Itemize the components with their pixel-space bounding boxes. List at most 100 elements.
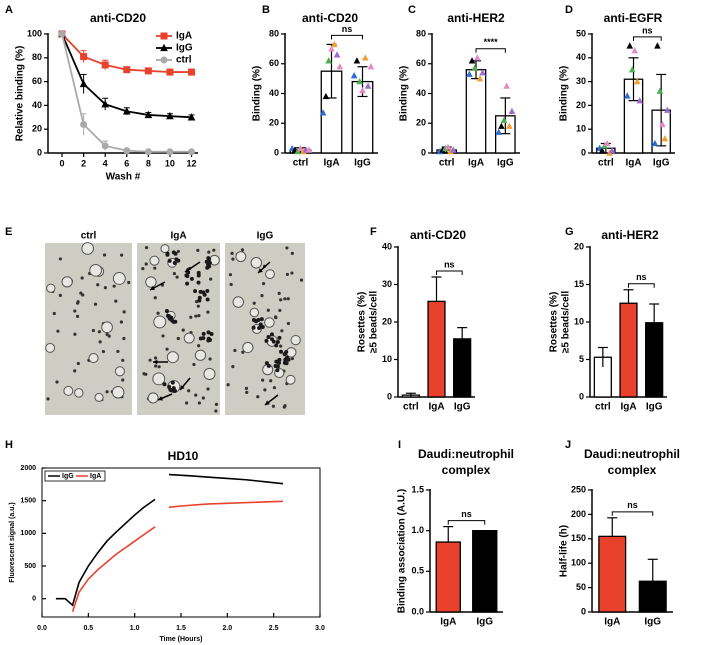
bead: [194, 314, 198, 318]
bar: [472, 530, 498, 613]
marker: [144, 148, 152, 156]
bead: [75, 314, 80, 318]
bead: [105, 390, 109, 394]
marker: [500, 116, 508, 123]
chart-title: HD10: [168, 449, 199, 463]
marker: [160, 32, 168, 40]
error-bar: [457, 327, 468, 339]
marker: [80, 53, 88, 61]
rosette-bead: [167, 258, 172, 263]
panel-letter: J: [565, 439, 571, 451]
marker: [333, 51, 341, 58]
bead: [231, 257, 235, 261]
marker: [628, 66, 636, 73]
x-tick-label: ctrl: [595, 402, 611, 413]
x-tick-label: ctrl: [403, 402, 419, 413]
cell: [149, 255, 160, 266]
arrow-head: [265, 400, 270, 405]
bead: [157, 365, 161, 369]
rosette-bead: [170, 380, 175, 385]
cell: [89, 263, 102, 277]
x-axis-label: Time (Hours): [159, 636, 202, 643]
rosette-bead: [205, 265, 210, 270]
error-bar: [597, 346, 608, 367]
marker: [603, 139, 611, 147]
bead: [153, 296, 157, 300]
marker: [123, 147, 131, 155]
marker: [364, 82, 372, 89]
y-tick-label: 0: [579, 391, 584, 401]
rosette-bead: [196, 280, 201, 285]
rosette-bead: [277, 357, 282, 362]
arrow-head: [185, 267, 190, 272]
bead: [208, 357, 212, 361]
bead: [283, 297, 287, 301]
marker: [476, 75, 484, 82]
rosette-bead: [197, 298, 202, 303]
bead: [153, 266, 157, 270]
bead: [101, 349, 106, 354]
y-tick-label: 40: [382, 241, 392, 251]
bead: [260, 294, 264, 298]
rosette-bead: [256, 318, 261, 323]
cell: [46, 283, 56, 293]
legend-label: IgA: [90, 473, 101, 480]
bead: [46, 397, 50, 401]
bead: [269, 379, 273, 383]
marker: [636, 97, 644, 104]
chart-title: complex: [442, 463, 491, 477]
y-tick-label: 60: [269, 58, 279, 68]
bead: [261, 282, 266, 286]
bead: [172, 271, 176, 276]
bead: [299, 278, 304, 282]
marker: [305, 146, 313, 153]
bead: [209, 277, 213, 281]
y-tick-label: 200: [571, 509, 586, 519]
rosette-bead: [201, 331, 206, 336]
cell: [112, 272, 126, 285]
rosette-bead: [174, 257, 179, 262]
bead: [156, 311, 160, 315]
significance-label: ns: [461, 509, 472, 519]
x-tick-label: 1.0: [130, 625, 140, 632]
bead: [240, 248, 245, 252]
rosette-bead: [168, 387, 173, 392]
marker: [444, 143, 452, 150]
cell: [265, 269, 275, 280]
marker: [651, 139, 659, 147]
bead: [252, 301, 256, 305]
rosette-bead: [173, 319, 178, 324]
error-bar: [443, 525, 454, 543]
rosette-bead: [205, 288, 210, 293]
y-axis-label: Rosettes (%): [357, 292, 368, 353]
x-tick-label: IgG: [454, 402, 471, 413]
y-tick-label: 80: [269, 28, 279, 38]
bead: [279, 298, 283, 302]
rosette-bead: [166, 313, 171, 318]
bead: [93, 302, 98, 306]
bead: [214, 409, 218, 413]
series-line: [61, 33, 192, 153]
marker: [58, 30, 66, 38]
marker: [353, 57, 361, 64]
rosette-bead: [162, 382, 167, 387]
image-label: IgG: [257, 231, 274, 242]
cell: [285, 374, 296, 385]
significance-bracket: [628, 283, 655, 288]
y-tick-label: 150: [571, 533, 586, 543]
cell: [242, 341, 254, 354]
significance-label: ns: [444, 259, 455, 269]
rosette-bead: [275, 339, 280, 344]
marker: [187, 113, 196, 121]
bead: [144, 262, 148, 266]
rosette-bead: [275, 368, 280, 373]
x-axis-label: Wash #: [106, 172, 141, 183]
bead: [154, 364, 158, 368]
x-tick-label: ctrl: [439, 158, 455, 169]
rosette-bead: [251, 325, 256, 330]
cell: [250, 257, 263, 269]
marker: [503, 82, 510, 89]
y-axis-label: Relative binding (%): [15, 46, 26, 142]
x-tick-label: IgA: [620, 402, 636, 413]
bead: [58, 257, 63, 261]
